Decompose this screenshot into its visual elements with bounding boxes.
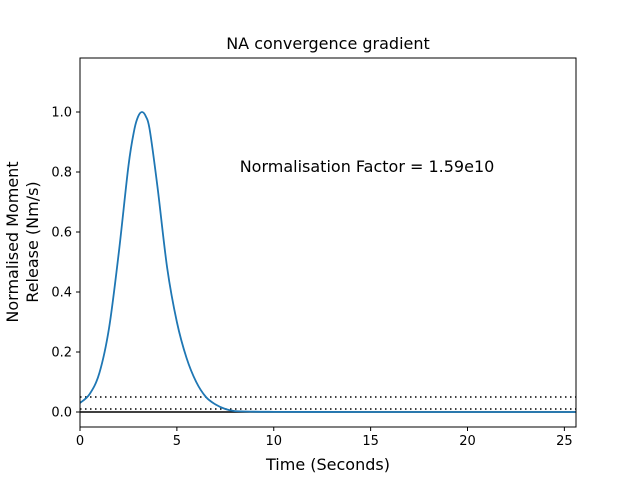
x-tick-label-0: 0 bbox=[76, 434, 84, 449]
normalisation-annotation: Normalisation Factor = 1.59e10 bbox=[240, 157, 495, 176]
y-axis-label-line2: Release (Nm/s) bbox=[23, 181, 42, 302]
y-tick-label-0.6: 0.6 bbox=[51, 226, 72, 241]
axes-frame bbox=[79, 57, 577, 428]
plot-content bbox=[80, 111, 576, 413]
y-tick-label-0.4: 0.4 bbox=[51, 286, 72, 301]
moment-release-line-1 bbox=[80, 111, 576, 413]
y-tick-label-1: 1.0 bbox=[51, 106, 72, 121]
x-tick-label-20: 20 bbox=[459, 434, 476, 449]
y-tick-label-0.8: 0.8 bbox=[51, 166, 72, 181]
y-tick-label-0.2: 0.2 bbox=[51, 346, 72, 361]
y-axis-label-line1: Normalised Moment bbox=[3, 161, 22, 322]
y-tick-label-0: 0.0 bbox=[51, 406, 72, 421]
plot-area: 0 5 10 15 20 25 0.0 0.2 0.4 0.6 0.8 1.0 bbox=[51, 57, 577, 449]
x-axis-label: Time (Seconds) bbox=[265, 455, 390, 474]
x-tick-label-10: 10 bbox=[265, 434, 282, 449]
x-tick-label-5: 5 bbox=[173, 434, 181, 449]
chart-title: NA convergence gradient bbox=[226, 34, 430, 53]
x-tick-label-15: 15 bbox=[362, 434, 379, 449]
x-tick-label-25: 25 bbox=[556, 434, 573, 449]
